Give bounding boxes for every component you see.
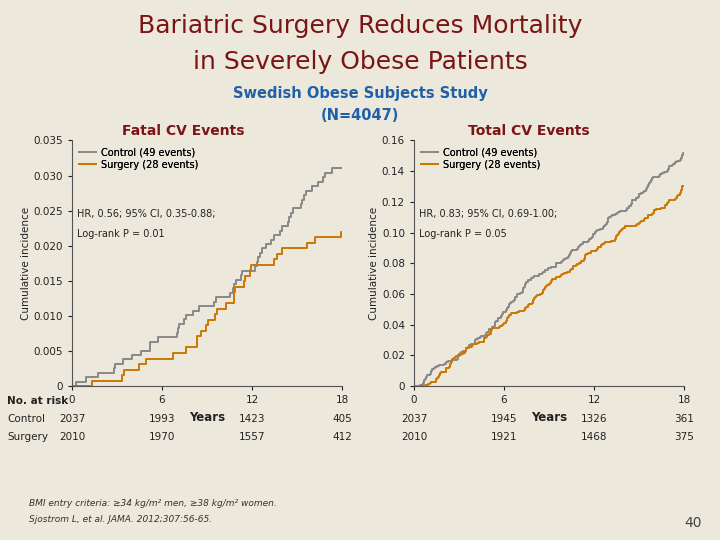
X-axis label: Years: Years xyxy=(189,411,225,424)
Y-axis label: Cumulative incidence: Cumulative incidence xyxy=(21,207,30,320)
Text: Log-rank P = 0.01: Log-rank P = 0.01 xyxy=(78,229,165,239)
Text: 1423: 1423 xyxy=(239,414,265,424)
Text: HR, 0.83; 95% CI, 0.69-1.00;: HR, 0.83; 95% CI, 0.69-1.00; xyxy=(419,209,558,219)
Text: 2037: 2037 xyxy=(59,414,85,424)
Legend: Control (49 events), Surgery (28 events): Control (49 events), Surgery (28 events) xyxy=(77,145,200,172)
Text: 2037: 2037 xyxy=(401,414,427,424)
Text: 375: 375 xyxy=(674,432,694,442)
Text: 2010: 2010 xyxy=(401,432,427,442)
Text: 40: 40 xyxy=(685,516,702,530)
Text: in Severely Obese Patients: in Severely Obese Patients xyxy=(193,50,527,73)
X-axis label: Years: Years xyxy=(531,411,567,424)
Text: 405: 405 xyxy=(332,414,352,424)
Text: 1468: 1468 xyxy=(581,432,607,442)
Text: Log-rank P = 0.05: Log-rank P = 0.05 xyxy=(419,229,507,239)
Text: Control: Control xyxy=(7,414,45,424)
Text: 1326: 1326 xyxy=(581,414,607,424)
Text: 2010: 2010 xyxy=(59,432,85,442)
Text: 361: 361 xyxy=(674,414,694,424)
Text: (N=4047): (N=4047) xyxy=(321,108,399,123)
Text: Sjostrom L, et al. JAMA. 2012;307:56-65.: Sjostrom L, et al. JAMA. 2012;307:56-65. xyxy=(29,515,212,524)
Text: Bariatric Surgery Reduces Mortality: Bariatric Surgery Reduces Mortality xyxy=(138,14,582,37)
Text: 412: 412 xyxy=(332,432,352,442)
Text: 1993: 1993 xyxy=(149,414,175,424)
Text: 1557: 1557 xyxy=(239,432,265,442)
Legend: Control (49 events), Surgery (28 events): Control (49 events), Surgery (28 events) xyxy=(419,145,542,172)
Text: 1945: 1945 xyxy=(491,414,517,424)
Text: BMI entry criteria: ≥34 kg/m² men, ≥38 kg/m² women.: BMI entry criteria: ≥34 kg/m² men, ≥38 k… xyxy=(29,498,276,508)
Text: Fatal CV Events: Fatal CV Events xyxy=(122,124,245,138)
Text: HR, 0.56; 95% CI, 0.35-0.88;: HR, 0.56; 95% CI, 0.35-0.88; xyxy=(78,209,216,219)
Text: Swedish Obese Subjects Study: Swedish Obese Subjects Study xyxy=(233,86,487,102)
Text: Surgery: Surgery xyxy=(7,432,48,442)
Y-axis label: Cumulative incidence: Cumulative incidence xyxy=(369,207,379,320)
Text: 1970: 1970 xyxy=(149,432,175,442)
Text: Total CV Events: Total CV Events xyxy=(469,124,590,138)
Text: 1921: 1921 xyxy=(491,432,517,442)
Text: No. at risk: No. at risk xyxy=(7,396,68,406)
